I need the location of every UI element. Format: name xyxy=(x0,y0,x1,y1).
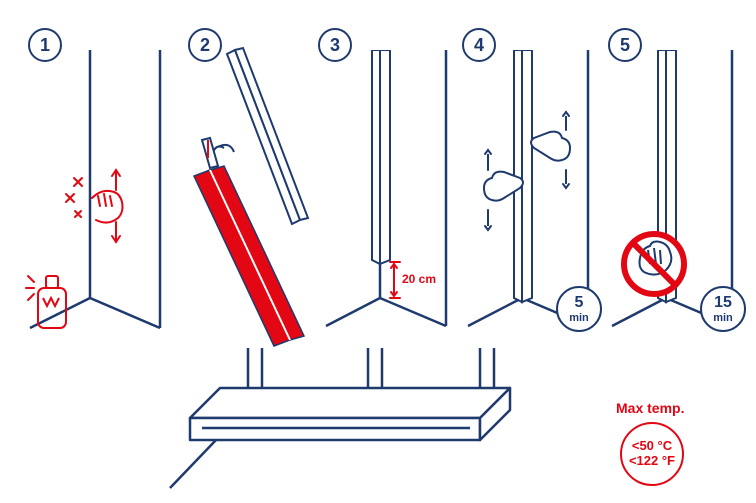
windowsill-panel xyxy=(150,348,530,498)
step4-time-number: 5 xyxy=(575,295,584,311)
peel-hand-icon xyxy=(202,138,234,168)
max-temp-f: <122 °F xyxy=(629,454,675,469)
step4-time-badge: 5 min xyxy=(556,286,602,332)
max-temp-c: <50 °C xyxy=(632,439,672,454)
step1-corner-icon xyxy=(20,50,170,340)
panel-step-1 xyxy=(20,50,170,340)
step5-time-badge: 15 min xyxy=(700,286,746,332)
max-temp-circle: <50 °C <122 °F xyxy=(620,422,684,486)
step5-time-number: 15 xyxy=(714,295,732,311)
panel-step-4: 5 min xyxy=(462,50,602,340)
no-touch-icon xyxy=(624,234,684,294)
step3-corner-icon xyxy=(320,50,460,340)
dimension-icon xyxy=(390,262,400,298)
press-hand-right-icon xyxy=(531,112,570,188)
panel-step-3: 20 cm xyxy=(320,50,460,340)
panel-step-5: 15 min xyxy=(606,50,746,340)
step5-time-unit: min xyxy=(713,313,733,324)
windowsill-icon xyxy=(150,348,530,498)
step2-strip-icon xyxy=(180,40,320,350)
max-temp-label: Max temp. xyxy=(616,400,684,416)
panel-step-2 xyxy=(180,40,320,350)
step3-dimension-label: 20 cm xyxy=(402,272,436,286)
wipe-hand-icon xyxy=(66,170,123,242)
step4-time-unit: min xyxy=(569,313,589,324)
